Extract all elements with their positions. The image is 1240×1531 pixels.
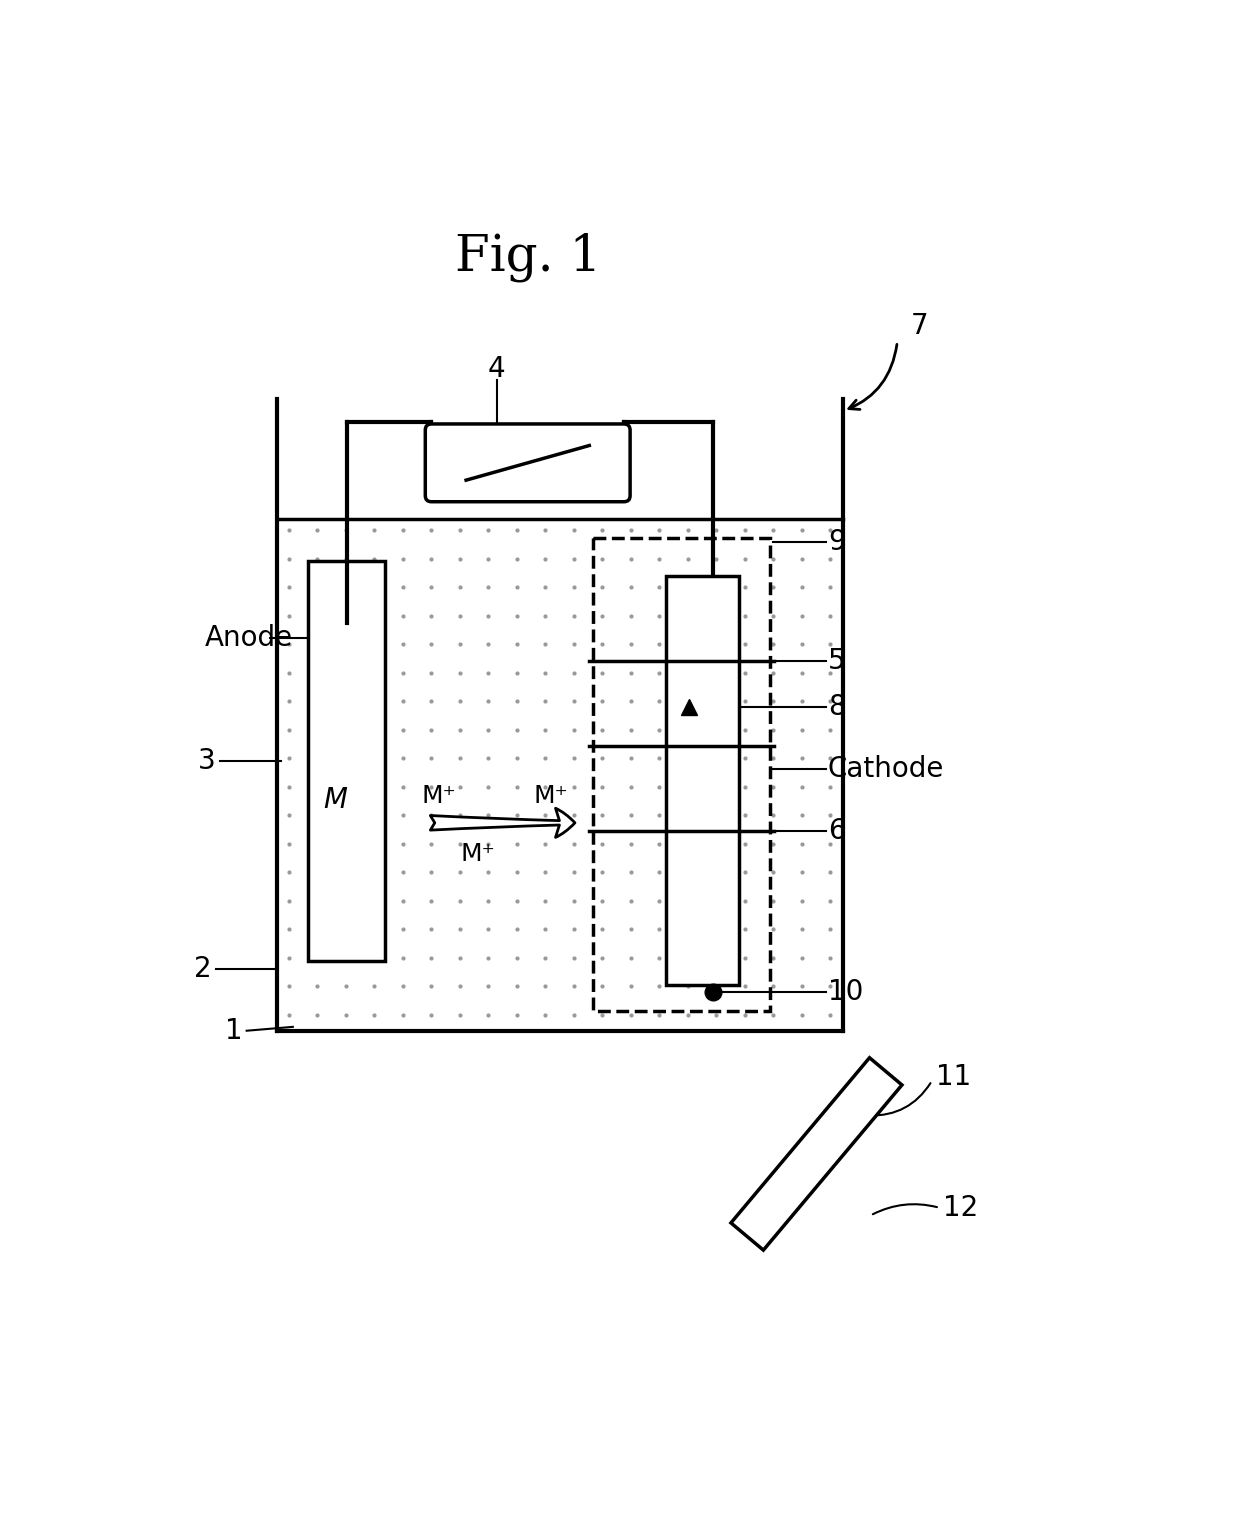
Text: 7: 7	[911, 312, 929, 340]
FancyArrowPatch shape	[869, 1082, 930, 1116]
Bar	[309, 560, 386, 961]
Text: 12: 12	[944, 1194, 978, 1222]
FancyBboxPatch shape	[425, 424, 630, 502]
FancyArrowPatch shape	[849, 344, 897, 409]
Text: M⁺: M⁺	[422, 784, 456, 808]
Bar	[593, 537, 770, 1012]
Text: 4: 4	[489, 355, 506, 383]
Text: 2: 2	[195, 955, 212, 983]
FancyArrowPatch shape	[873, 1205, 937, 1214]
Text: 8: 8	[828, 694, 846, 721]
Text: 5: 5	[828, 648, 846, 675]
Text: 10: 10	[828, 978, 863, 1006]
Text: 11: 11	[936, 1063, 971, 1092]
Text: Fig. 1: Fig. 1	[455, 233, 601, 282]
Text: 6: 6	[828, 816, 846, 845]
Text: Cathode: Cathode	[828, 755, 945, 782]
Text: 9: 9	[828, 528, 846, 556]
Text: M⁺: M⁺	[533, 784, 568, 808]
Bar	[666, 576, 739, 984]
Text: 3: 3	[198, 747, 216, 775]
Text: 1: 1	[226, 1017, 243, 1044]
Text: M: M	[324, 785, 347, 813]
Polygon shape	[730, 1058, 901, 1251]
Text: M⁺: M⁺	[460, 842, 495, 865]
Text: Anode: Anode	[205, 625, 293, 652]
